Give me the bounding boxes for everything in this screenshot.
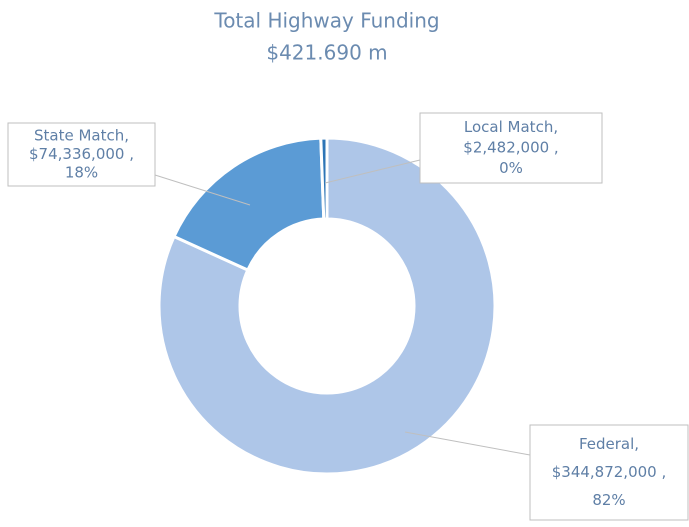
percent-label: 0% xyxy=(499,159,523,177)
value-label: $74,336,000 , xyxy=(29,145,134,163)
percent-label: 82% xyxy=(592,491,625,509)
slice xyxy=(157,136,497,476)
slice xyxy=(172,136,326,273)
label-name: State Match, xyxy=(34,126,129,144)
chart-subtitle: $421.690 m xyxy=(266,41,387,65)
value-label: $2,482,000 , xyxy=(463,139,558,157)
label-name: Federal, xyxy=(579,435,639,453)
leader-line xyxy=(154,174,251,206)
percent-label: 18% xyxy=(65,164,98,182)
leader-line xyxy=(324,159,421,184)
label-box xyxy=(419,112,603,184)
slice xyxy=(319,136,329,221)
leader-line xyxy=(404,431,531,456)
value-label: $344,872,000 , xyxy=(552,463,667,481)
label-name: Local Match, xyxy=(464,118,558,136)
label-box xyxy=(7,122,156,187)
chart-title: Total Highway Funding xyxy=(213,9,439,33)
label-box xyxy=(529,424,689,521)
